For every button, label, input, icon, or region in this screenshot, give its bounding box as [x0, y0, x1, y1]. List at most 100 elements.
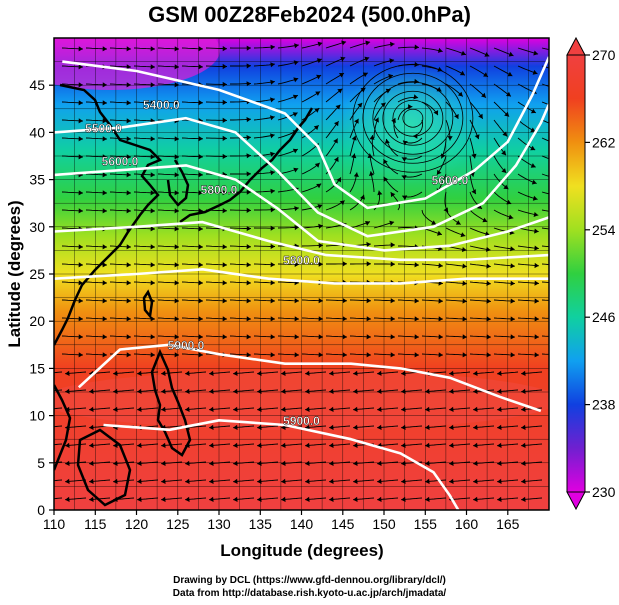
streamline-arrow [473, 370, 478, 376]
streamline-arrow [102, 190, 107, 196]
contour-5400.0 [62, 56, 549, 210]
x-tick-label: 165 [496, 516, 520, 532]
contour-label: 5800.0 [283, 254, 320, 268]
streamline-arrow [233, 496, 238, 502]
streamline-arrow [317, 204, 323, 209]
streamline-arrow [174, 244, 179, 250]
streamline-arrow [222, 63, 227, 70]
streamline-arrow [317, 41, 323, 47]
streamline-arrow [137, 496, 142, 502]
streamline-arrow [357, 102, 363, 108]
streamline-arrow [336, 177, 341, 183]
streamline-arrow [222, 117, 227, 123]
streamline-arrow [305, 388, 310, 394]
streamline-arrow [438, 263, 443, 269]
contour-5900.0 [103, 419, 460, 510]
streamline-arrow [559, 352, 563, 357]
streamline-arrow [433, 110, 439, 116]
streamline-arrow [313, 125, 319, 131]
streamline-arrow [377, 388, 382, 394]
streamline-arrow [246, 207, 251, 213]
colorbar-tick-label: 230 [592, 484, 616, 500]
streamline-arrow [353, 478, 358, 484]
streamline-arrow [333, 138, 338, 144]
streamline-arrow [246, 135, 251, 141]
colorbar-top-arrow [566, 36, 586, 56]
coastline-asia [54, 83, 163, 346]
streamline-arrow [113, 406, 118, 412]
streamline-arrow [102, 334, 107, 340]
streamline-arrow [246, 189, 251, 195]
streamline-arrow [501, 150, 506, 156]
streamline-arrow [294, 316, 299, 322]
streamline-arrow [390, 192, 396, 198]
streamline-arrow [257, 424, 262, 430]
streamline-arrow [377, 424, 382, 430]
streamline-arrow [353, 424, 358, 430]
streamline-arrow [314, 108, 320, 113]
streamline-arrow [246, 117, 251, 123]
streamline-arrow [388, 73, 393, 79]
coastlines [54, 83, 314, 507]
streamline-arrow [318, 261, 323, 267]
streamline-arrow [414, 352, 419, 358]
streamline-arrow [510, 298, 515, 304]
y-tick-label: 35 [29, 172, 45, 188]
height-contours [54, 56, 549, 510]
streamline-arrow [530, 127, 536, 133]
streamline-arrow [341, 40, 347, 46]
streamline-arrow [89, 478, 94, 484]
streamline-arrow [126, 262, 131, 268]
streamline-arrow [486, 334, 491, 340]
streamline [54, 425, 63, 428]
streamline-arrow [113, 388, 118, 394]
low-circulation-ring [362, 72, 464, 164]
streamline [54, 371, 63, 374]
streamline-arrow [293, 60, 299, 66]
streamline-arrow [389, 58, 395, 64]
streamline-arrow [222, 81, 227, 87]
streamline-arrow [502, 131, 508, 137]
streamline-arrow [314, 162, 320, 168]
streamline-arrow [510, 334, 515, 340]
streamline-arrow [521, 478, 526, 484]
streamline-arrow [246, 45, 251, 51]
streamline-arrow [521, 370, 526, 376]
streamline-arrow [65, 388, 70, 394]
streamline-arrow [533, 50, 539, 56]
streamline-arrow [460, 50, 466, 56]
streamline [541, 137, 549, 142]
streamline-arrow [257, 442, 262, 448]
streamline-arrow [377, 406, 382, 412]
streamline-arrow [329, 496, 334, 502]
streamline-arrow [126, 82, 131, 88]
coastline-korea [166, 159, 190, 207]
streamline-arrow [481, 92, 486, 98]
streamline-arrow [294, 206, 299, 212]
streamline-arrow [534, 316, 539, 322]
streamline-arrow [484, 52, 490, 57]
streamline-arrow [126, 46, 131, 52]
x-tick-label: 150 [372, 516, 396, 532]
streamline-arrow [334, 157, 339, 162]
x-tick-label: 125 [166, 516, 190, 532]
streamline-arrow [270, 188, 275, 194]
streamline-arrow [497, 370, 502, 376]
streamline-arrow [198, 154, 203, 160]
streamline-arrow [305, 424, 310, 430]
streamline-arrow [558, 193, 563, 198]
streamline-arrow [174, 208, 179, 214]
streamline-arrow [497, 424, 502, 430]
streamline-arrow [137, 460, 142, 466]
streamline-arrow [281, 460, 286, 466]
streamline-arrow [477, 204, 482, 209]
streamline-arrow [233, 370, 238, 376]
streamline [541, 299, 549, 301]
streamline-arrow [294, 298, 299, 304]
streamline-arrow [462, 352, 467, 358]
streamline-arrow [293, 77, 299, 83]
streamline-arrow [270, 62, 275, 68]
map-plot-area: 5400.0 5500.0 5600.0 5800.0 5600.0 5800.0 5900… [54, 38, 563, 510]
streamline-arrow [401, 406, 406, 412]
streamline-arrow [270, 133, 275, 139]
